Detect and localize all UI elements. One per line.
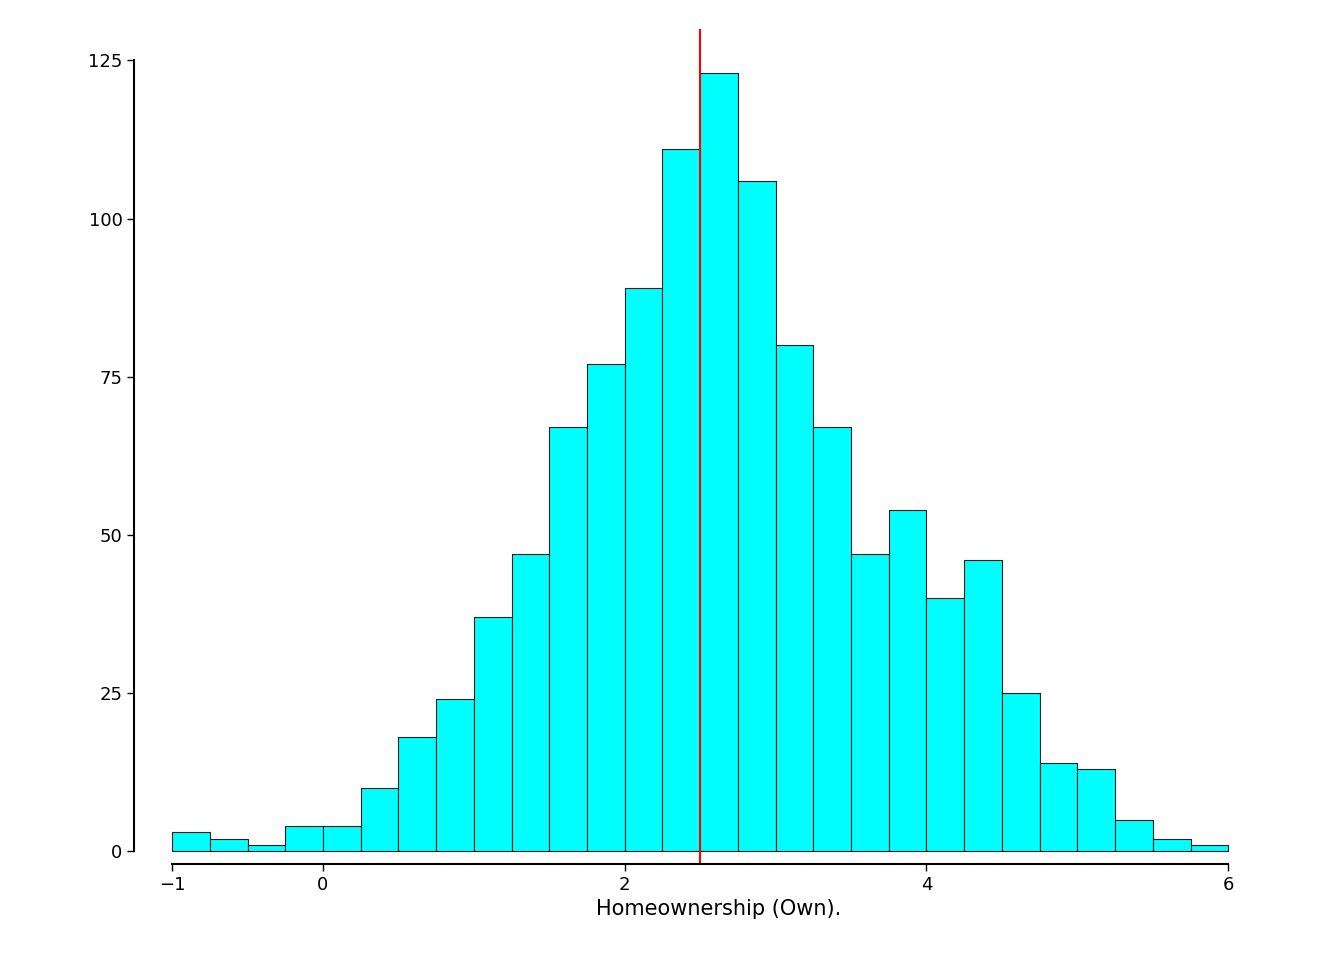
Bar (700, 73, 738, 852)
Bar (813, 427, 851, 852)
Bar (512, 554, 550, 852)
Bar (474, 617, 512, 852)
Bar (1116, 820, 1153, 852)
Bar (360, 788, 398, 852)
Bar (172, 832, 210, 852)
Bar (1078, 769, 1116, 852)
Bar (550, 427, 587, 852)
Bar (851, 554, 888, 852)
Bar (888, 510, 926, 852)
X-axis label: Homeownership (Own).: Homeownership (Own). (597, 900, 841, 920)
Bar (437, 700, 474, 852)
Bar (323, 826, 360, 852)
Bar (398, 737, 437, 852)
Bar (663, 149, 700, 852)
Bar (1001, 693, 1040, 852)
Bar (285, 826, 323, 852)
Bar (1153, 839, 1191, 852)
Bar (1040, 763, 1078, 852)
Bar (738, 180, 775, 852)
Bar (1191, 845, 1228, 852)
Bar (775, 346, 813, 852)
Bar (587, 364, 625, 852)
Bar (625, 288, 663, 852)
Bar (964, 561, 1001, 852)
Bar (247, 845, 285, 852)
Bar (926, 598, 964, 852)
Bar (210, 839, 247, 852)
